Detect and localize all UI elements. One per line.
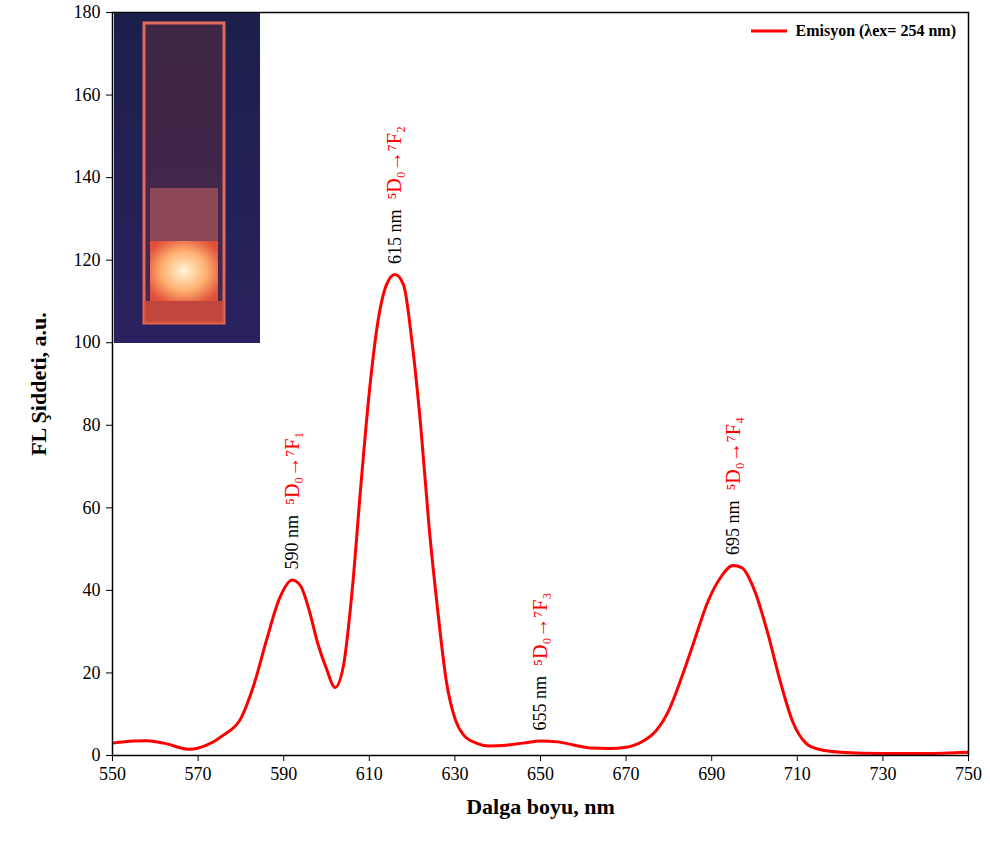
svg-text:⁵D₀→⁷F₁: ⁵D₀→⁷F₁ (281, 432, 303, 505)
svg-text:655 nm: 655 nm (530, 676, 550, 731)
svg-text:695 nm: 695 nm (723, 501, 743, 556)
svg-text:690: 690 (698, 764, 725, 784)
svg-text:60: 60 (83, 498, 101, 518)
svg-text:⁵D₀→⁷F₃: ⁵D₀→⁷F₃ (529, 593, 551, 666)
svg-text:630: 630 (441, 764, 468, 784)
svg-text:80: 80 (83, 415, 101, 435)
svg-text:0: 0 (92, 745, 101, 765)
svg-text:670: 670 (613, 764, 640, 784)
svg-text:710: 710 (784, 764, 811, 784)
svg-text:615 nm: 615 nm (385, 210, 405, 265)
svg-text:40: 40 (83, 580, 101, 600)
svg-text:590 nm: 590 nm (282, 515, 302, 570)
svg-text:590: 590 (270, 764, 297, 784)
svg-text:610: 610 (356, 764, 383, 784)
svg-text:550: 550 (99, 764, 126, 784)
svg-text:140: 140 (74, 167, 101, 187)
svg-text:FL Şiddeti, a.u.: FL Şiddeti, a.u. (26, 312, 51, 456)
svg-text:100: 100 (74, 332, 101, 352)
svg-text:650: 650 (527, 764, 554, 784)
svg-text:20: 20 (83, 663, 101, 683)
svg-text:730: 730 (869, 764, 896, 784)
svg-text:180: 180 (74, 2, 101, 22)
svg-text:⁵D₀→⁷F₄: ⁵D₀→⁷F₄ (722, 417, 744, 490)
svg-text:120: 120 (74, 250, 101, 270)
svg-text:160: 160 (74, 85, 101, 105)
svg-text:⁵D₀→⁷F₂: ⁵D₀→⁷F₂ (383, 126, 405, 199)
svg-text:750: 750 (955, 764, 982, 784)
svg-text:Dalga boyu, nm: Dalga boyu, nm (466, 794, 615, 819)
svg-text:570: 570 (185, 764, 212, 784)
html-text:Emisyon (λex= 254 nm): Emisyon (λex= 254 nm) (795, 22, 956, 39)
